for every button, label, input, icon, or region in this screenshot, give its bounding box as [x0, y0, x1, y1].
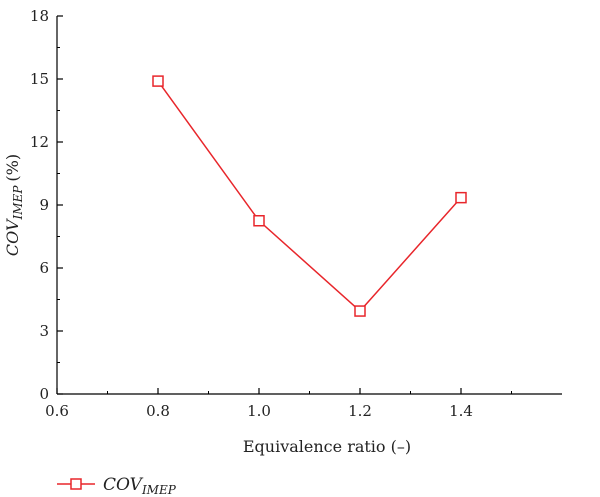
x-axis-ticks: 0.6 0.8 1.0 1.2 1.4: [45, 388, 512, 420]
x-tick-label: 0.6: [45, 402, 69, 420]
legend-label-sub: IMEP: [141, 483, 177, 497]
x-tick-label: 1.0: [247, 402, 271, 420]
series-cov-imep: [152, 75, 467, 317]
y-tick-label: 9: [39, 196, 49, 214]
plot-axes: [56, 16, 562, 395]
series-line: [157, 80, 462, 313]
y-axis-title-sub: IMEP: [11, 185, 25, 221]
y-tick-label: 6: [39, 259, 49, 277]
x-tick-label: 1.2: [348, 402, 372, 420]
legend-label-main: COV: [103, 475, 144, 495]
x-axis-title: Equivalence ratio (–): [243, 437, 411, 456]
y-tick-label: 3: [39, 322, 49, 340]
legend-label: COVIMEP: [103, 475, 177, 497]
data-point: [253, 215, 265, 227]
x-tick-label: 1.4: [449, 402, 473, 420]
legend-marker: [70, 478, 82, 490]
y-axis-title-main: COV: [3, 218, 22, 256]
y-tick-label: 15: [30, 70, 49, 88]
legend: COVIMEP: [57, 475, 177, 497]
data-point: [455, 191, 467, 204]
data-point: [152, 75, 164, 87]
y-tick-label: 0: [39, 385, 49, 403]
y-axis-title: COVIMEP (%): [3, 154, 25, 256]
y-tick-label: 18: [30, 7, 49, 25]
data-point: [354, 305, 366, 317]
y-axis-ticks: 0 3 6 9 12 15 18: [30, 7, 63, 403]
y-tick-label: 12: [30, 133, 49, 151]
x-tick-label: 0.8: [146, 402, 170, 420]
y-axis-title-unit: (%): [3, 154, 22, 182]
